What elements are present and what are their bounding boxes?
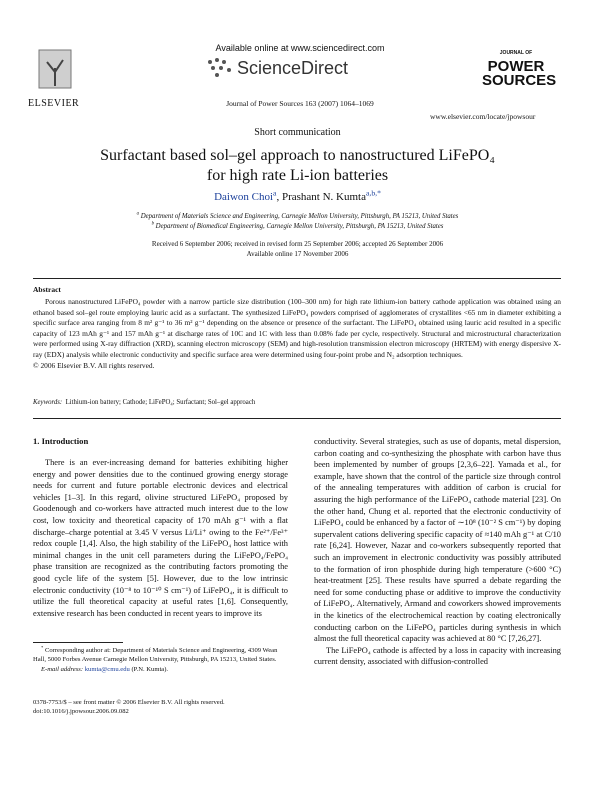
email-label: E-mail address: [41,665,84,673]
footer: 0378-7753/$ – see front matter © 2006 El… [33,698,225,717]
authors: Daiwon Choia, Prashant N. Kumtaa,b,* [214,188,381,203]
dates: Received 6 September 2006; received in r… [60,239,535,259]
issn: 0378-7753/$ – see front matter © 2006 El… [33,699,225,706]
publisher: ELSEVIER [28,98,80,109]
author-mark: a,b,* [365,188,381,198]
copyright: © 2006 Elsevier B.V. All rights reserved… [33,360,155,370]
rule [33,278,561,279]
affiliations: a Department of Materials Science and En… [60,212,535,232]
footnote-body: Corresponding author at: Department of M… [33,647,278,664]
available-online: Available online at www.sciencedirect.co… [215,43,385,53]
footnote-rule [33,642,123,643]
email-owner: (P.N. Kumta). [131,665,169,673]
paragraph: There is an ever-increasing demand for b… [33,458,288,618]
paragraph: conductivity. Several strategies, such a… [314,437,561,644]
journal-url: www.elsevier.com/locate/jpowsour [430,112,536,121]
footnote-text: * Corresponding author at: Department of… [33,644,288,665]
affiliation: b Department of Biomedical Engineering, … [60,222,535,232]
keywords: Keywords: Lithium-ion battery; Cathode; … [33,399,255,406]
section-heading: 1. Introduction [33,436,89,446]
brand: ScienceDirect [237,58,349,78]
article-kind: Short communication [254,127,341,138]
aff-mark: b [151,221,154,227]
logo-main: POWER SOURCES [482,58,557,89]
aff-text: Department of Materials Science and Engi… [140,213,459,220]
paragraph: The LiFePO₄ cathode is affected by a los… [314,645,561,667]
keywords-text: Lithium-ion battery; Cathode; LiFePO₄; S… [65,399,256,406]
footnote-mark: * [41,644,44,650]
sd-icon [208,58,231,77]
footnote-email: E-mail address: kumta@cmu.edu (P.N. Kumt… [33,665,288,674]
received: Received 6 September 2006; received in r… [151,240,444,248]
left-column: 1. Introduction There is an ever-increas… [33,436,288,619]
online: Available online 17 November 2006 [246,250,349,258]
author-name: Prashant N. Kumta [281,191,366,203]
abstract: Porous nanostructured LiFePO₄ powder wit… [33,297,561,371]
affiliation: a Department of Materials Science and En… [60,212,535,222]
abstract-text: Porous nanostructured LiFePO₄ powder wit… [33,297,561,359]
aff-text: Department of Biomedical Engineering, Ca… [155,223,444,230]
article-title: Surfactant based sol–gel approach to nan… [100,147,495,184]
aff-mark: a [136,211,140,217]
footnote: * Corresponding author at: Department of… [33,644,288,674]
elsevier-tree [38,49,72,89]
keywords-label: Keywords: [33,399,63,406]
doi: doi:10.1016/j.jpowsour.2006.09.082 [33,708,129,716]
author-mark: a [273,188,277,198]
logo-top: JOURNAL OF [499,50,533,56]
abstract-heading: Abstract [33,285,61,294]
right-column: conductivity. Several strategies, such a… [314,436,561,668]
email[interactable]: kumta@cmu.edu [84,665,130,673]
rule [33,418,561,419]
author-name: Daiwon Choi [214,191,274,203]
journal-ref: Journal of Power Sources 163 (2007) 1064… [226,99,374,108]
